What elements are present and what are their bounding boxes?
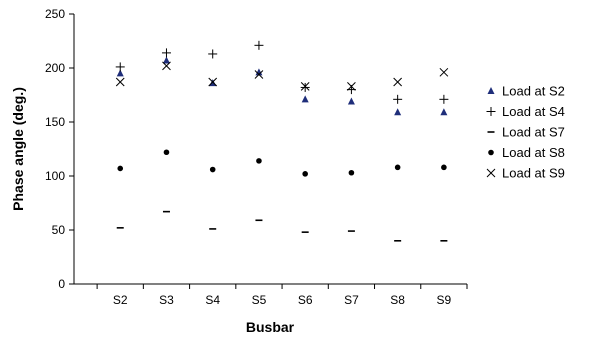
- point-load-at-s9: [393, 77, 403, 87]
- x-axis-ticks: S2 S3 S4 S5 S6 S7 S8 S9: [96, 284, 468, 307]
- legend-label: Load at S9: [502, 166, 565, 181]
- y-axis-ticks: 0 50 100 150 200 250: [45, 7, 74, 291]
- legend-label: Load at S7: [502, 125, 565, 140]
- point-load-at-s2: [162, 56, 170, 64]
- point-load-at-s8: [441, 164, 447, 171]
- x-tick-label: S4: [205, 293, 220, 307]
- x-tick-label: S5: [252, 293, 267, 307]
- legend-label: Load at S2: [502, 84, 565, 99]
- point-load-at-s8: [256, 158, 262, 164]
- point-load-at-s8: [394, 164, 401, 171]
- legend-label: Load at S4: [502, 104, 565, 119]
- x-tick-label: S2: [113, 293, 128, 307]
- point-load-at-s4: [115, 62, 125, 72]
- point-load-at-s8: [209, 166, 216, 173]
- legend-marker-load-at-s8: [488, 149, 494, 156]
- x-tick-label: S6: [298, 293, 313, 307]
- y-axis-title: Phase angle (deg.): [10, 87, 26, 211]
- point-load-at-s9: [162, 61, 171, 71]
- point-load-at-s4: [393, 94, 403, 104]
- point-load-at-s2: [347, 97, 355, 105]
- x-tick-label: S9: [437, 293, 452, 307]
- x-tick-label: S7: [344, 293, 359, 307]
- point-load-at-s9: [439, 67, 449, 77]
- point-load-at-s8: [117, 165, 124, 172]
- point-load-at-s8: [163, 149, 170, 156]
- y-tick-label: 0: [58, 277, 65, 291]
- x-tick-label: S3: [159, 293, 174, 307]
- point-load-at-s4: [300, 82, 310, 92]
- y-tick-label: 150: [45, 115, 65, 129]
- plot-area: 0 50 100 150 200 250 S2 S3 S4 S5 S6 S7 S8 S9: [45, 7, 468, 307]
- point-load-at-s8: [302, 171, 308, 177]
- y-tick-label: 100: [45, 169, 65, 183]
- data-markers: [115, 40, 449, 242]
- y-tick-label: 50: [52, 223, 66, 237]
- legend-label: Load at S8: [502, 145, 565, 160]
- point-load-at-s2: [301, 95, 309, 103]
- legend-marker-load-at-s2: [487, 87, 495, 94]
- legend: Load at S2 Load at S4 Load at S7 Load at S8…: [486, 84, 565, 181]
- point-load-at-s4: [208, 49, 218, 59]
- point-load-at-s9: [254, 70, 264, 79]
- y-tick-label: 250: [45, 7, 65, 21]
- y-tick-label: 200: [45, 61, 65, 75]
- point-load-at-s9: [347, 82, 356, 91]
- point-load-at-s4: [439, 94, 449, 104]
- point-load-at-s2: [255, 68, 263, 76]
- legend-marker-load-at-s9: [486, 168, 496, 178]
- legend-marker-load-at-s4: [486, 107, 496, 116]
- point-load-at-s2: [394, 108, 402, 116]
- point-load-at-s4: [161, 48, 171, 58]
- x-axis-title: Busbar: [246, 319, 295, 335]
- point-load-at-s9: [115, 77, 125, 87]
- point-load-at-s2: [440, 108, 448, 116]
- point-load-at-s4: [254, 40, 264, 50]
- point-load-at-s8: [348, 169, 355, 176]
- point-load-at-s9: [300, 82, 310, 91]
- point-load-at-s9: [208, 77, 218, 87]
- point-load-at-s2: [116, 69, 124, 77]
- x-tick-label: S8: [390, 293, 405, 307]
